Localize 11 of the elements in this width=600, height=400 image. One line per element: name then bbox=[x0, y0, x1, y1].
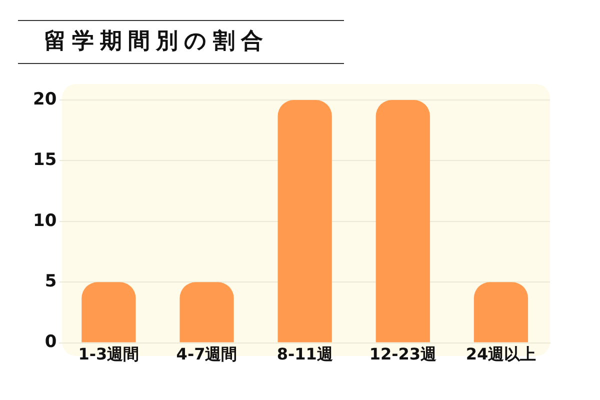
chart-title: 留学期間別の割合 bbox=[18, 20, 344, 64]
y-tick-label: 0 bbox=[44, 332, 57, 352]
y-tick-label: 15 bbox=[32, 150, 57, 170]
x-tick-label: 12-23週 bbox=[369, 344, 438, 364]
x-tick-label: 1-3週間 bbox=[78, 344, 140, 364]
y-tick-label: 10 bbox=[32, 210, 57, 231]
y-tick-label: 20 bbox=[32, 89, 57, 110]
x-tick-label: 24週以上 bbox=[466, 344, 536, 364]
y-tick-label: 5 bbox=[44, 272, 57, 292]
x-tick-label: 4-7週間 bbox=[176, 344, 238, 364]
x-tick-label: 8-11週 bbox=[276, 344, 334, 364]
